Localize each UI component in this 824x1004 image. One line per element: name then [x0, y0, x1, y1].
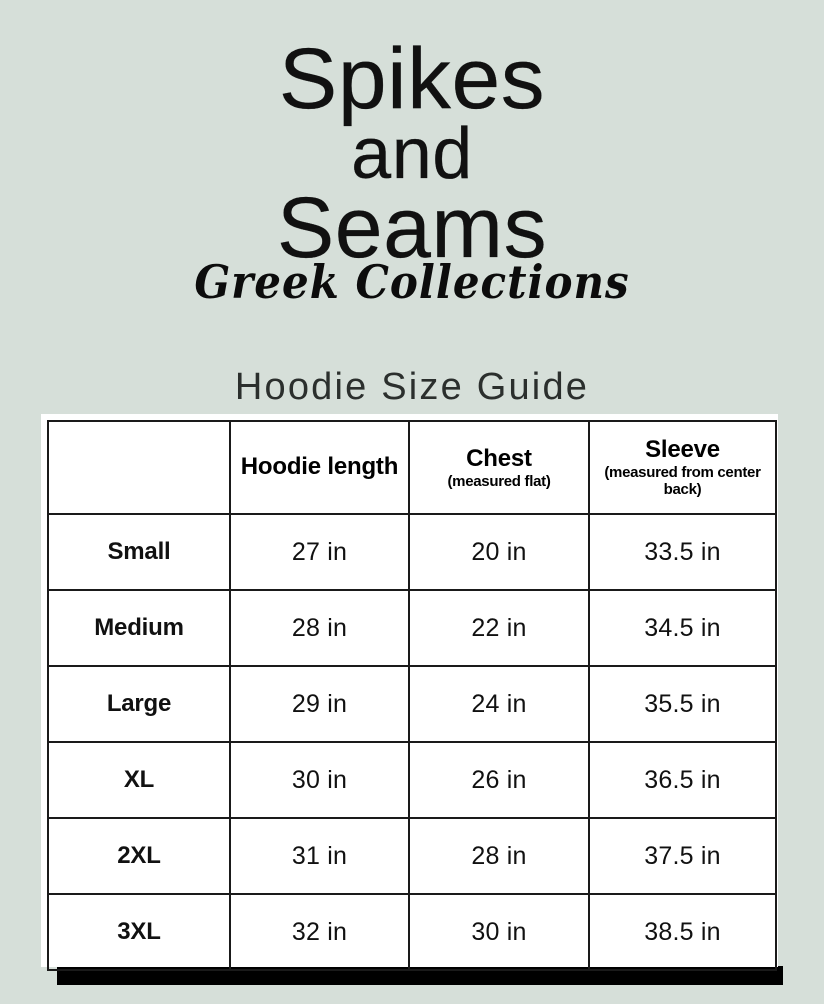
- cell-sleeve: 36.5 in: [588, 741, 777, 819]
- cell-hoodie-length: 30 in: [229, 741, 410, 819]
- cell-hoodie-length: 32 in: [229, 893, 410, 971]
- cell-hoodie-length: 28 in: [229, 589, 410, 667]
- header-cell-size: [47, 420, 231, 515]
- header-hoodie-length-main: Hoodie length: [240, 453, 399, 481]
- cell-chest: 30 in: [408, 893, 590, 971]
- cell-size: Small: [47, 513, 231, 591]
- card-drop-shadow: [57, 966, 783, 985]
- table-row: Large 29 in 24 in 35.5 in: [47, 665, 777, 743]
- brand-logo: Spikes and Seams Greek Collections: [0, 0, 824, 310]
- table-row: 3XL 32 in 30 in 38.5 in: [47, 893, 777, 971]
- header-cell-chest: Chest (measured flat): [408, 420, 590, 515]
- cell-size: 2XL: [47, 817, 231, 895]
- cell-size: Medium: [47, 589, 231, 667]
- table-row: 2XL 31 in 28 in 37.5 in: [47, 817, 777, 895]
- cell-chest: 26 in: [408, 741, 590, 819]
- header-chest-sub: (measured flat): [447, 472, 551, 490]
- size-chart-card: Hoodie length Chest (measured flat) Slee…: [41, 414, 778, 971]
- table-row: Small 27 in 20 in 33.5 in: [47, 513, 777, 591]
- page-title: Hoodie Size Guide: [234, 366, 590, 408]
- cell-sleeve: 37.5 in: [588, 817, 777, 895]
- cell-sleeve: 34.5 in: [588, 589, 777, 667]
- size-chart-table: Hoodie length Chest (measured flat) Slee…: [47, 420, 777, 971]
- cell-chest: 20 in: [408, 513, 590, 591]
- cell-hoodie-length: 31 in: [229, 817, 410, 895]
- cell-sleeve: 33.5 in: [588, 513, 777, 591]
- cell-chest: 22 in: [408, 589, 590, 667]
- table-row: Medium 28 in 22 in 34.5 in: [47, 589, 777, 667]
- cell-size: XL: [47, 741, 231, 819]
- cell-hoodie-length: 27 in: [229, 513, 410, 591]
- cell-sleeve: 35.5 in: [588, 665, 777, 743]
- table-row: XL 30 in 26 in 36.5 in: [47, 741, 777, 819]
- brand-script-tagline: Greek Collections: [194, 256, 630, 310]
- cell-hoodie-length: 29 in: [229, 665, 410, 743]
- brand-line-spikes: Spikes: [278, 31, 546, 127]
- cell-chest: 28 in: [408, 817, 590, 895]
- brand-line-and: and: [351, 114, 473, 195]
- header-sleeve-main: Sleeve: [645, 436, 720, 464]
- header-cell-sleeve: Sleeve (measured from center back): [588, 420, 777, 515]
- cell-sleeve: 38.5 in: [588, 893, 777, 971]
- cell-size: Large: [47, 665, 231, 743]
- header-chest-main: Chest: [466, 444, 532, 472]
- cell-size: 3XL: [47, 893, 231, 971]
- brand-line-seams: Seams: [276, 180, 548, 277]
- cell-chest: 24 in: [408, 665, 590, 743]
- header-sleeve-sub: (measured from center back): [604, 464, 761, 498]
- header-cell-hoodie-length: Hoodie length: [229, 420, 410, 515]
- table-header-row: Hoodie length Chest (measured flat) Slee…: [47, 420, 777, 515]
